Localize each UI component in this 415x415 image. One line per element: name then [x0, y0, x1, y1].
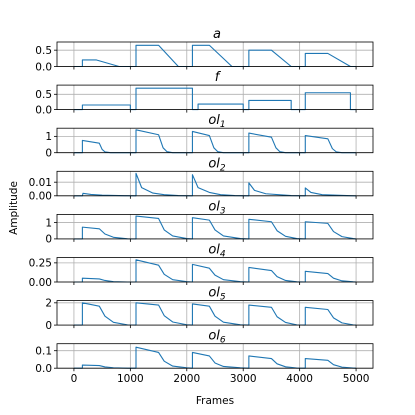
- y-tick-label: 0.00: [29, 277, 52, 289]
- y-tick-label: 0.5: [35, 89, 52, 101]
- y-tick-label: 1: [45, 131, 52, 143]
- subplot-ol5: 0 2 ol5: [45, 286, 374, 332]
- y-tick-label: 0.0: [35, 61, 52, 73]
- subplot-a: 0.0 0.5 a: [35, 27, 374, 73]
- subplot-title: ol3: [208, 199, 226, 216]
- subplot-title: f: [215, 70, 222, 85]
- y-tick-label: 0: [45, 234, 52, 246]
- y-axis-label: Amplitude: [8, 181, 20, 235]
- y-tick-label: 0.25: [29, 258, 52, 270]
- axes-frame: [56, 84, 374, 110]
- subplot-f: 0.0 0.5 f: [35, 70, 374, 116]
- axes-frame: [56, 127, 374, 154]
- y-tick-label: 0.00: [29, 191, 52, 203]
- axes-frame: [56, 170, 374, 197]
- series-line-a: [73, 44, 357, 68]
- series-line-ol5: [73, 302, 357, 326]
- subplot-ol3: 0 1 ol3: [45, 199, 374, 246]
- axes-frame: [56, 300, 374, 326]
- series-line-f: [73, 87, 357, 111]
- x-tick-label: 4000: [286, 373, 313, 385]
- y-tick-label: 0: [45, 320, 52, 332]
- subplot-title: ol5: [208, 286, 226, 303]
- x-tick-label: 1000: [117, 373, 144, 385]
- x-tick-label: 0: [71, 373, 78, 385]
- series-line-ol2: [73, 172, 357, 197]
- series-line-ol3: [73, 215, 357, 240]
- y-tick-label: 2: [45, 298, 52, 310]
- x-tick-label: 5000: [343, 373, 370, 385]
- subplot-title: ol4: [208, 243, 226, 260]
- axes-frame: [56, 41, 374, 67]
- subplot-title: ol6: [208, 329, 226, 346]
- subplot-title: ol2: [208, 156, 226, 173]
- subplot-ol6: 0.0 0.1 ol6 0 1000 2000 3000 4000 5000: [35, 329, 374, 385]
- y-tick-label: 0.0: [35, 363, 52, 375]
- x-axis-label: Frames: [196, 395, 234, 407]
- subplot-ol1: 0 1 ol1: [45, 113, 374, 160]
- axes-frame: [56, 343, 374, 369]
- y-tick-label: 1: [45, 217, 52, 229]
- axes-frame: [56, 213, 374, 240]
- x-tick-label: 2000: [173, 373, 200, 385]
- x-tick-label: 3000: [230, 373, 257, 385]
- subplot-stack: 0.00.5a0.00.5f01ol10.000.01ol201ol30.000…: [29, 27, 374, 385]
- subplot-title: ol1: [208, 113, 225, 130]
- y-tick-label: 0.5: [35, 45, 52, 57]
- y-tick-label: 0.0: [35, 104, 52, 116]
- subplot-ol4: 0.00 0.25 ol4: [29, 243, 374, 289]
- series-line-ol1: [73, 129, 357, 154]
- y-tick-label: 0.1: [35, 346, 52, 358]
- y-tick-label: 0.01: [29, 177, 52, 189]
- subplot-ol2: 0.00 0.01 ol2: [29, 156, 374, 203]
- y-tick-label: 0: [45, 148, 52, 160]
- axes-frame: [56, 257, 374, 283]
- subplot-title: a: [213, 27, 221, 42]
